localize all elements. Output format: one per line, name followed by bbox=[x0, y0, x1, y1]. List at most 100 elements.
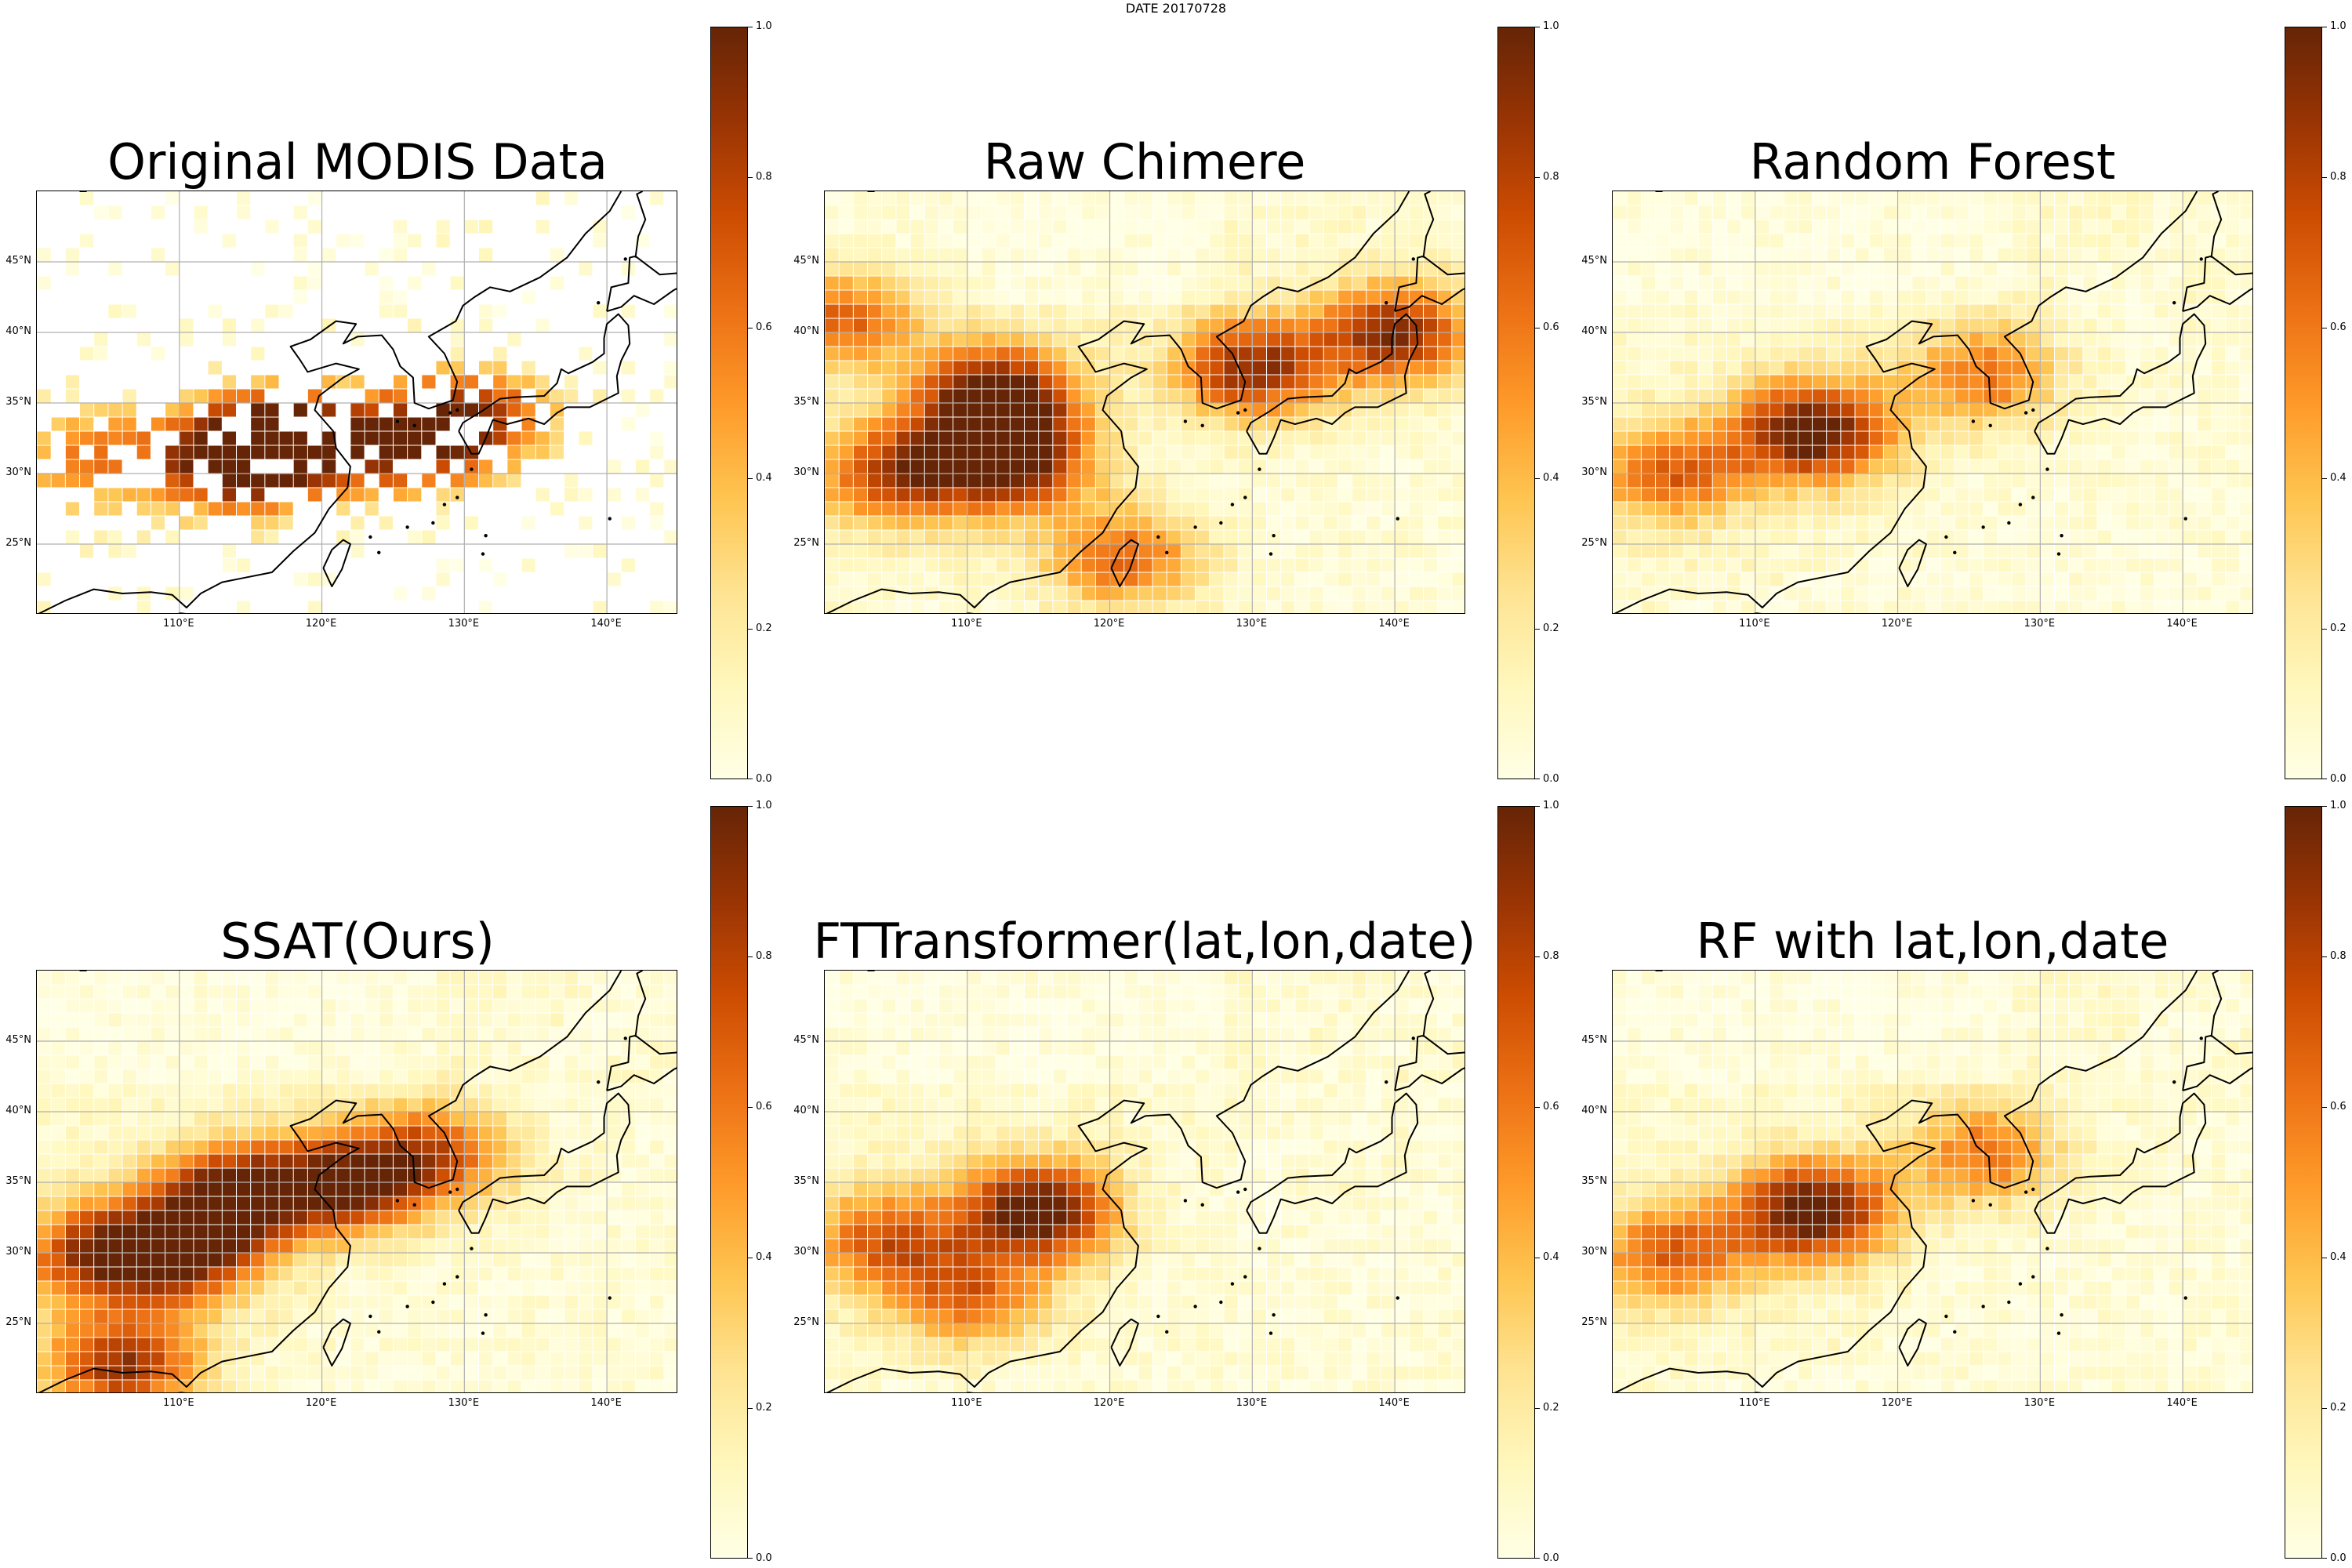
heat-cell bbox=[910, 1352, 924, 1366]
heat-cell bbox=[1812, 502, 1827, 516]
heat-cell bbox=[1684, 191, 1698, 205]
island-marker bbox=[395, 1199, 400, 1203]
heat-cell bbox=[336, 234, 350, 248]
heat-cell bbox=[493, 1013, 507, 1027]
heat-cell bbox=[51, 1027, 65, 1041]
heat-cell bbox=[1627, 530, 1641, 544]
heat-cell bbox=[853, 1041, 868, 1055]
heat-cell bbox=[2154, 375, 2169, 389]
heat-cell bbox=[2012, 375, 2026, 389]
heat-cell bbox=[1010, 375, 1024, 389]
heat-cell bbox=[564, 1027, 579, 1041]
heat-cell bbox=[664, 304, 677, 318]
heat-cell bbox=[1238, 601, 1252, 613]
heat-cell bbox=[1224, 601, 1238, 613]
heat-cell bbox=[938, 1013, 953, 1027]
heat-cell bbox=[621, 1112, 635, 1126]
heat-cell bbox=[1338, 417, 1352, 431]
heat-cell bbox=[882, 1338, 896, 1352]
heat-cell bbox=[1295, 403, 1309, 417]
heat-cell bbox=[621, 417, 635, 431]
heat-cell bbox=[924, 332, 938, 347]
heat-cell bbox=[1181, 516, 1196, 530]
heat-cell bbox=[80, 474, 94, 488]
heat-cell bbox=[122, 971, 136, 985]
heat-cell bbox=[1224, 403, 1238, 417]
heat-cell bbox=[1267, 304, 1281, 318]
heat-cell bbox=[896, 417, 910, 431]
heat-cell bbox=[2111, 332, 2125, 347]
heat-cell bbox=[839, 1267, 853, 1281]
heat-cell bbox=[2125, 347, 2140, 361]
heat-cell bbox=[982, 544, 996, 558]
heat-cell bbox=[996, 417, 1010, 431]
heat-cell bbox=[1869, 544, 1883, 558]
heat-cell bbox=[1769, 601, 1784, 613]
heat-cell bbox=[408, 431, 422, 445]
heat-cell bbox=[1670, 431, 1684, 445]
heat-cell bbox=[607, 1041, 621, 1055]
heat-cell bbox=[1955, 445, 1969, 459]
heat-cell bbox=[1352, 601, 1367, 613]
heat-cell bbox=[222, 1323, 236, 1338]
heat-cell bbox=[1367, 516, 1381, 530]
heat-cell bbox=[593, 1041, 607, 1055]
heat-cell bbox=[924, 417, 938, 431]
heat-cell bbox=[1912, 347, 1926, 361]
heat-cell bbox=[136, 1210, 151, 1225]
heat-cell bbox=[322, 375, 336, 389]
heat-cell bbox=[2197, 474, 2211, 488]
heat-cell bbox=[868, 474, 882, 488]
heat-cell bbox=[607, 1253, 621, 1267]
heat-cell bbox=[293, 1154, 307, 1168]
heat-cell bbox=[1641, 361, 1656, 375]
heat-cell bbox=[293, 276, 307, 290]
heat-cell bbox=[350, 445, 365, 459]
heat-cell bbox=[350, 1253, 365, 1267]
heat-cell bbox=[265, 1154, 279, 1168]
heat-cell bbox=[1224, 586, 1238, 601]
heat-cell bbox=[1395, 601, 1409, 613]
heat-cell bbox=[1053, 502, 1067, 516]
heat-cell bbox=[910, 1253, 924, 1267]
heat-cell bbox=[1969, 445, 1984, 459]
heat-cell bbox=[853, 375, 868, 389]
heat-cell bbox=[1252, 389, 1267, 403]
heat-cell bbox=[1224, 572, 1238, 586]
heat-cell bbox=[2154, 304, 2169, 318]
heat-cell bbox=[1167, 205, 1181, 220]
heat-cell bbox=[853, 445, 868, 459]
heat-cell bbox=[194, 1098, 208, 1112]
heat-cell bbox=[436, 1069, 450, 1083]
heat-cell bbox=[464, 1352, 479, 1366]
heat-cell bbox=[393, 474, 408, 488]
heat-cell bbox=[251, 1168, 265, 1182]
heat-cell bbox=[1926, 205, 1940, 220]
heat-cell bbox=[953, 474, 967, 488]
heat-cell bbox=[1712, 516, 1726, 530]
heat-cell bbox=[408, 1267, 422, 1281]
heat-cell bbox=[1224, 389, 1238, 403]
heat-cell bbox=[1741, 262, 1755, 276]
heat-cell bbox=[464, 1112, 479, 1126]
island-marker bbox=[1944, 535, 1948, 539]
heat-cell bbox=[664, 375, 677, 389]
heat-cell bbox=[1926, 290, 1940, 304]
coastline bbox=[1110, 539, 1139, 587]
heat-cell bbox=[550, 1083, 564, 1098]
heat-cell bbox=[180, 999, 194, 1013]
lat-tick-label: 45°N bbox=[5, 255, 31, 267]
heat-cell bbox=[1726, 318, 1741, 332]
heat-cell bbox=[1940, 220, 1955, 234]
heat-cell bbox=[1138, 417, 1152, 431]
heat-cell bbox=[94, 1182, 108, 1196]
heat-cell bbox=[882, 1210, 896, 1225]
heat-cell bbox=[2083, 459, 2097, 474]
heat-cell bbox=[165, 1154, 180, 1168]
heat-cell bbox=[365, 459, 379, 474]
heat-cell bbox=[65, 1267, 80, 1281]
heat-cell bbox=[1167, 290, 1181, 304]
heat-cell bbox=[938, 1126, 953, 1140]
lat-tick-label: 35°N bbox=[793, 396, 819, 408]
heat-cell bbox=[1338, 347, 1352, 361]
